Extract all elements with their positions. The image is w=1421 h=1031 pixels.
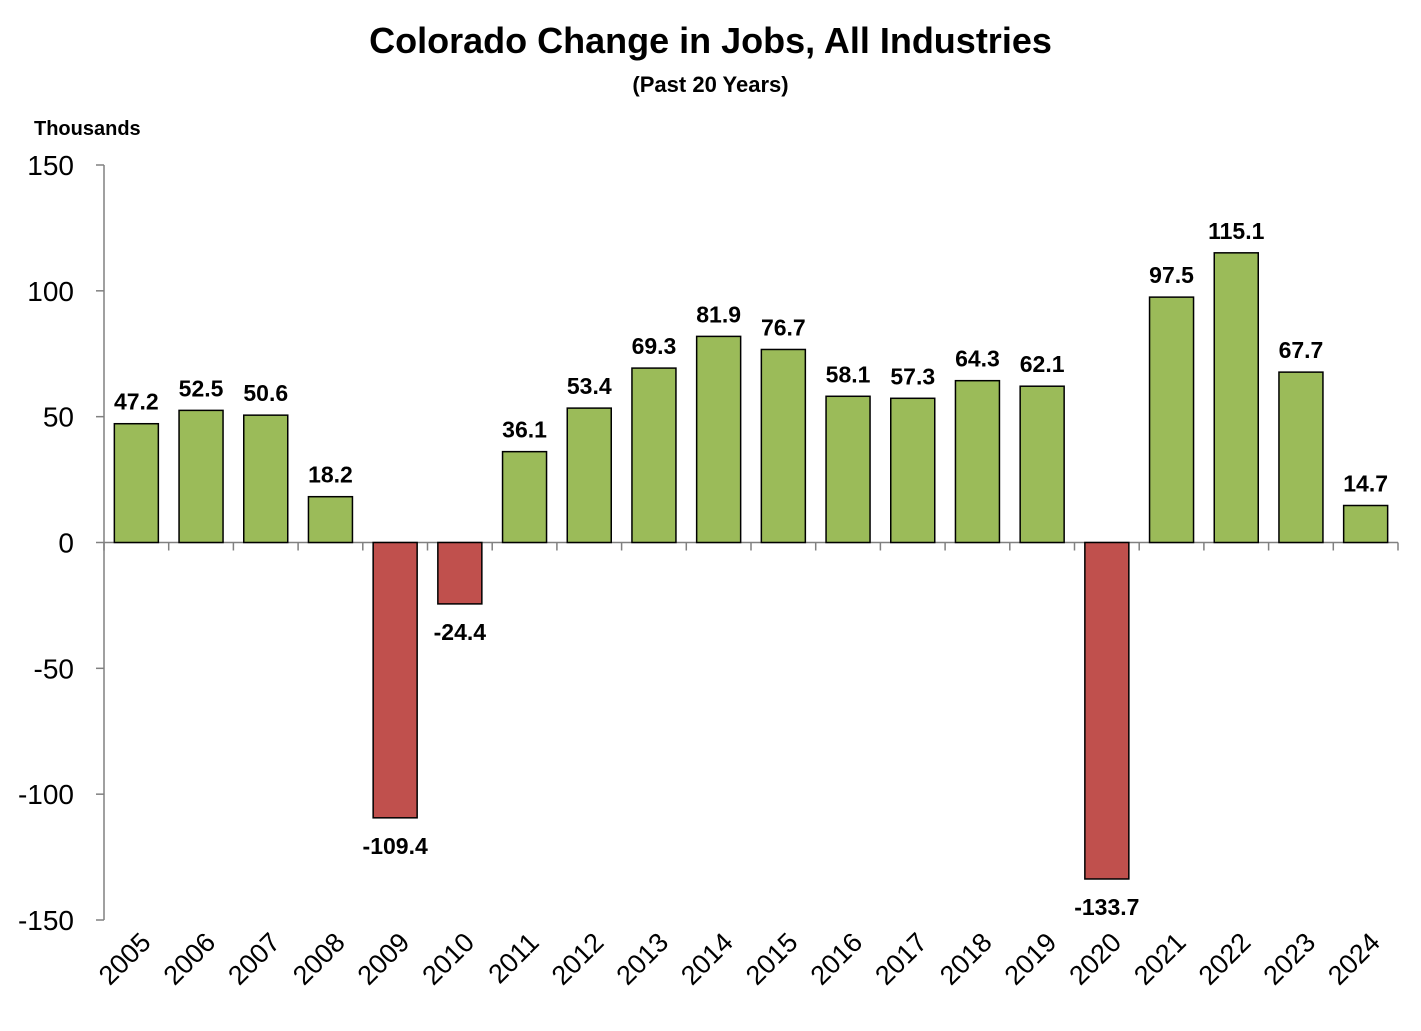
bar-2022 <box>1213 252 1259 544</box>
bar-2021 <box>1148 296 1195 544</box>
chart-subtitle: (Past 20 Years) <box>632 72 789 97</box>
data-label-2012: 53.4 <box>567 373 612 399</box>
data-label-2020: -133.7 <box>1074 894 1139 920</box>
bar-2014 <box>695 335 742 544</box>
x-tick-label-2013: 2013 <box>610 927 674 991</box>
data-label-2009: -109.4 <box>363 833 428 859</box>
bar-2020 <box>1084 541 1130 880</box>
data-label-2023: 67.7 <box>1279 337 1324 363</box>
x-tick-label-2022: 2022 <box>1193 927 1257 991</box>
x-tick-label-2017: 2017 <box>869 927 933 991</box>
bar-2019 <box>1019 385 1065 544</box>
x-tick-label-2019: 2019 <box>999 927 1063 991</box>
bar-2006 <box>178 409 224 544</box>
data-label-2015: 76.7 <box>761 314 806 340</box>
chart-title: Colorado Change in Jobs, All Industries <box>369 20 1052 61</box>
y-tick-label: 100 <box>27 276 74 307</box>
data-label-2013: 69.3 <box>632 333 677 359</box>
bar-2010 <box>437 541 483 605</box>
y-axis-unit-label: Thousands <box>34 118 141 140</box>
bar-2024 <box>1342 504 1389 544</box>
x-tick-label-2018: 2018 <box>934 927 998 991</box>
x-tick-label-2007: 2007 <box>222 927 286 991</box>
data-label-2010: -24.4 <box>434 619 487 645</box>
y-tick-label: 50 <box>43 402 74 433</box>
bars <box>113 252 1389 880</box>
x-tick-label-2023: 2023 <box>1257 927 1321 991</box>
data-label-2016: 58.1 <box>826 361 871 387</box>
x-tick-label-2012: 2012 <box>546 927 610 991</box>
bar-2018 <box>954 379 1001 544</box>
data-label-2019: 62.1 <box>1020 351 1065 377</box>
bar-2012 <box>566 407 612 544</box>
data-label-2008: 18.2 <box>308 462 353 488</box>
x-tick-label-2010: 2010 <box>416 927 480 991</box>
x-tick-label-2014: 2014 <box>675 927 739 991</box>
data-label-2014: 81.9 <box>696 301 741 327</box>
bar-2017 <box>890 397 936 544</box>
y-tick-label: -150 <box>18 905 74 936</box>
bar-2007 <box>243 414 289 544</box>
data-label-2018: 64.3 <box>955 346 1000 372</box>
bar-2009 <box>372 541 418 819</box>
data-label-2006: 52.5 <box>179 375 224 401</box>
bar-2015 <box>760 348 807 544</box>
x-tick-label-2015: 2015 <box>740 927 804 991</box>
data-label-2022: 115.1 <box>1208 218 1264 244</box>
y-tick-label: -50 <box>34 653 74 684</box>
data-label-2011: 36.1 <box>502 417 547 443</box>
data-labels: 47.2 52.5 50.6 18.2 -109.4 -24.4 36.1 53.4 69.3 8… <box>114 218 1388 920</box>
x-tick-label-2020: 2020 <box>1063 927 1127 991</box>
x-tick-label-2009: 2009 <box>352 927 416 991</box>
x-tick-label-2021: 2021 <box>1128 927 1192 991</box>
x-tick-label-2011: 2011 <box>483 927 545 989</box>
bar-2008 <box>307 495 354 544</box>
data-label-2007: 50.6 <box>243 380 288 406</box>
y-tick-label: 150 <box>27 150 74 181</box>
x-axis <box>103 541 1399 551</box>
y-tick-label: 0 <box>58 528 74 559</box>
data-label-2005: 47.2 <box>114 389 159 415</box>
bar-2016 <box>825 395 871 544</box>
x-tick-labels: 2005 2006 2007 2008 2009 2010 2011 2012 2013 2014… <box>93 927 1386 991</box>
data-label-2021: 97.5 <box>1149 262 1194 288</box>
bar-2005 <box>113 422 160 544</box>
bar-2013 <box>631 367 677 544</box>
x-tick-label-2024: 2024 <box>1322 927 1386 991</box>
x-tick-label-2016: 2016 <box>805 927 869 991</box>
x-tick-label-2005: 2005 <box>93 927 157 991</box>
bar-2023 <box>1278 371 1324 544</box>
y-axis: 150 100 50 0 -50 -100 -150 <box>18 150 105 936</box>
x-tick-label-2008: 2008 <box>287 927 351 991</box>
data-label-2024: 14.7 <box>1343 471 1388 497</box>
bar-2011 <box>501 450 548 544</box>
data-label-2017: 57.3 <box>890 363 935 389</box>
x-tick-label-2006: 2006 <box>158 927 222 991</box>
y-tick-label: -100 <box>18 779 74 810</box>
